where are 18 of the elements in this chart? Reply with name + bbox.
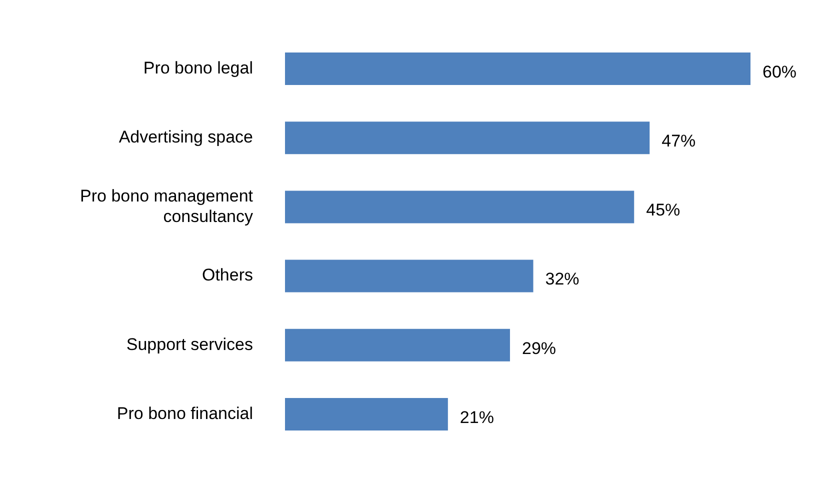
y-tick-label: Pro bono management consultancy [80,186,254,226]
y-tick-label: Support services [126,334,253,354]
data-label: 47% [662,132,696,151]
bar [285,52,750,85]
data-label: 60% [762,62,797,82]
bar [285,260,534,292]
y-tick-label: Others [202,266,253,285]
bar [285,328,510,362]
bar [285,122,650,154]
y-tick-label: Pro bono financial [116,404,253,423]
y-tick-label: Advertising space [118,128,253,147]
data-label: 32% [545,270,580,289]
bar [285,190,634,224]
y-tick-label: Pro bono legal [143,58,253,78]
data-label: 29% [522,338,556,358]
data-label: 45% [646,200,680,220]
bar [285,398,448,430]
data-label: 21% [460,408,494,427]
